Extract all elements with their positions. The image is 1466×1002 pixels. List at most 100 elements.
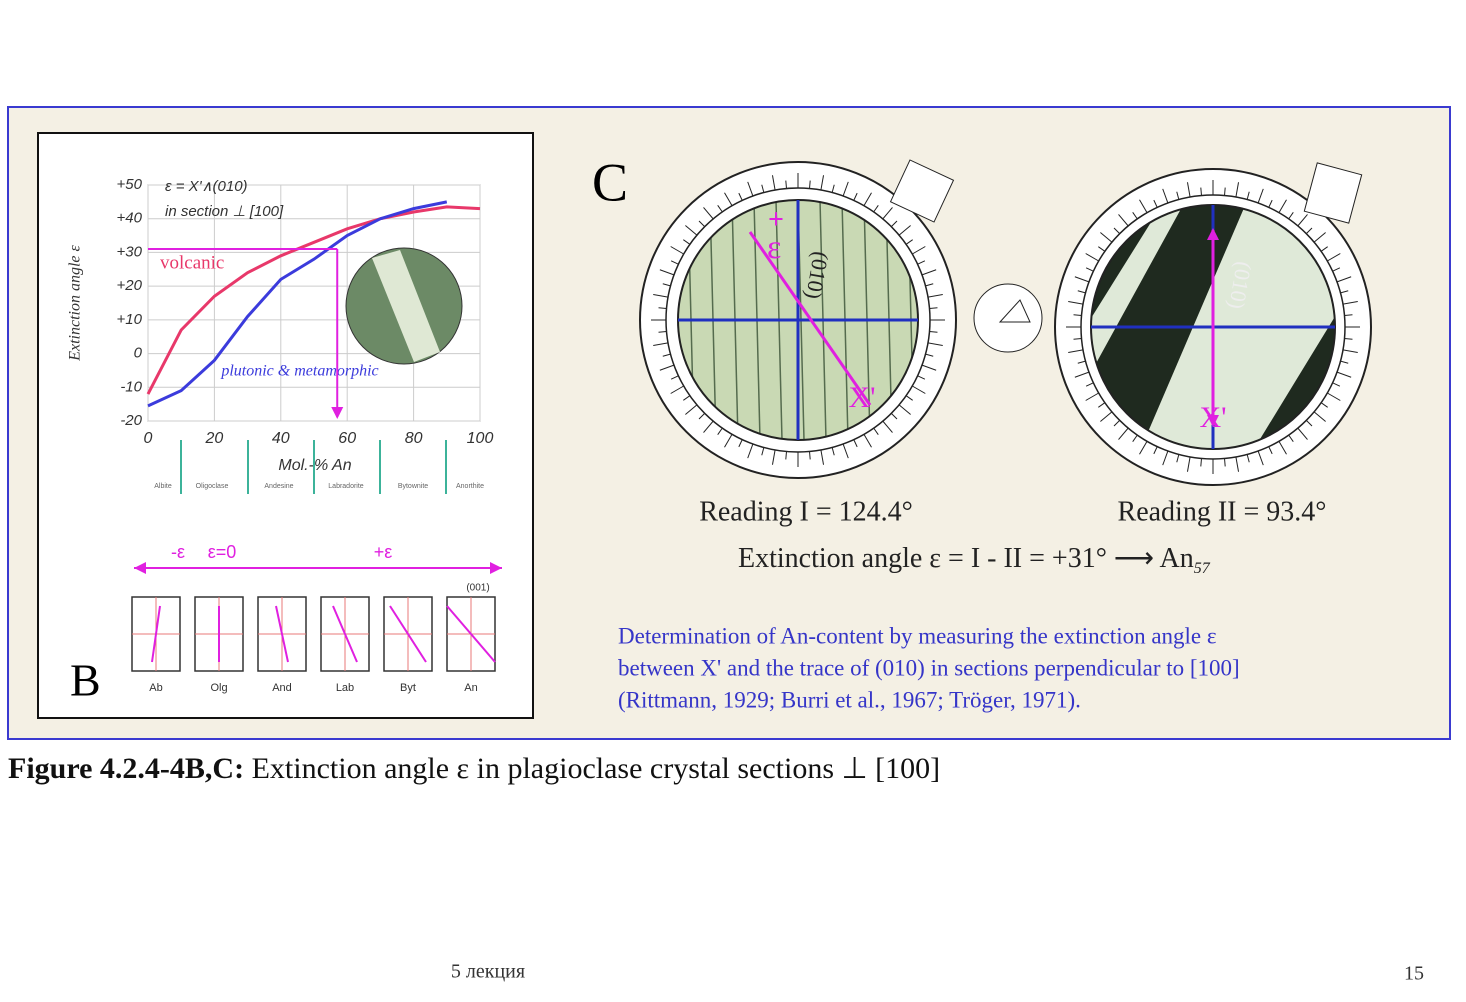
- y-tick-label: +30: [117, 243, 143, 260]
- dial-tick: [1336, 371, 1352, 378]
- dial-tick: [658, 307, 667, 309]
- dial-label: X': [1199, 401, 1226, 434]
- dial-tick: [698, 220, 706, 228]
- dial-tick: [1073, 314, 1082, 316]
- panel-label: B: [70, 655, 101, 706]
- dial-tick: [1085, 267, 1094, 272]
- dial-tick: [1288, 212, 1294, 220]
- series-line: [146, 205, 481, 395]
- x-tick-label: 40: [272, 430, 290, 447]
- x-tick-label: 0: [144, 430, 153, 447]
- dial-tick: [1313, 232, 1326, 243]
- dial-tick: [921, 364, 937, 371]
- dial-tick: [925, 283, 934, 287]
- dial-tick: [1074, 371, 1090, 378]
- dial-tick: [653, 342, 669, 347]
- dial-tick: [698, 412, 706, 420]
- dial-tick: [685, 404, 698, 415]
- dial-tick: [761, 447, 765, 456]
- dial-tick: [771, 449, 776, 465]
- vernier: [1303, 162, 1363, 224]
- dial-tick: [1278, 441, 1287, 455]
- dial-tick: [1305, 227, 1313, 235]
- mineral-name: Oligoclase: [196, 483, 229, 490]
- crystal-label: Lab: [336, 682, 354, 694]
- dial-tick: [927, 293, 943, 298]
- dial-tick: [882, 207, 893, 220]
- dial-tick: [929, 307, 938, 309]
- dial-tick: [1118, 427, 1129, 440]
- dial-tick: [820, 449, 825, 465]
- dial-tick: [1268, 446, 1273, 455]
- dial-tick: [1132, 434, 1138, 442]
- dial-tick: [1200, 187, 1202, 196]
- dial-tick: [890, 412, 898, 420]
- caption-label: Figure 4.2.4-4B,C:: [8, 752, 244, 785]
- dial-tick: [1235, 456, 1240, 472]
- crystal-label: An: [464, 682, 477, 694]
- panel-label: C: [592, 152, 628, 212]
- dial-tick: [1100, 232, 1113, 243]
- dial-tick: [1235, 182, 1240, 198]
- y-tick-label: +20: [117, 277, 143, 294]
- note-line: (Rittmann, 1929; Burri et al., 1967; Trö…: [618, 687, 1081, 712]
- x-tick-label: 100: [467, 430, 494, 447]
- dial-tick: [1073, 338, 1082, 340]
- dial-tick: [1074, 276, 1090, 283]
- dial-tick: [1224, 458, 1226, 467]
- dial-tick: [659, 269, 675, 276]
- result-subscript: 57: [1194, 560, 1211, 577]
- dial-tick: [927, 342, 943, 347]
- caption-text: Extinction angle ε in plagioclase crysta…: [244, 752, 940, 785]
- dial-tick: [905, 395, 913, 401]
- footer-left: 5 лекция: [451, 961, 525, 983]
- dial-label: X': [848, 381, 875, 414]
- result: Extinction angle ε = I - II = +31° ⟶ An5…: [738, 543, 1211, 576]
- x-direction: [389, 605, 427, 663]
- dial-tick: [831, 184, 835, 193]
- dial-tick: [1139, 441, 1148, 455]
- dial-tick: [747, 181, 754, 197]
- dial-tick: [683, 395, 691, 401]
- decoration: -ε ε=0 +ε(001)Ab Olg And Lab Byt An+ε(010)X'(01…: [131, 159, 1372, 694]
- dial-tick: [1344, 338, 1353, 340]
- dial-tick: [863, 192, 872, 206]
- x-direction: [332, 605, 358, 663]
- dial-tick: [724, 192, 733, 206]
- dial-tick: [1153, 199, 1158, 208]
- dial-tick: [1176, 191, 1180, 200]
- y-tick-label: +50: [117, 176, 143, 193]
- dial-tick: [1224, 187, 1226, 196]
- sign-label: ε=0: [208, 542, 237, 562]
- note-line: between X' and the trace of (010) in sec…: [618, 655, 1240, 680]
- vernier: [889, 159, 955, 223]
- mineral-name: Labradorite: [328, 483, 364, 490]
- mineral-name: Albite: [154, 483, 172, 490]
- dial-tick: [1320, 246, 1328, 252]
- dial-tick: [917, 375, 926, 380]
- dial-tick: [863, 434, 872, 448]
- series-line: [147, 200, 448, 408]
- y-axis-label: Extinction angle ε: [67, 245, 84, 362]
- dial-tick: [882, 420, 893, 433]
- dial-tick: [670, 260, 679, 265]
- dial-tick: [1340, 360, 1349, 364]
- dial-tick: [747, 443, 754, 459]
- dial-tick: [1077, 360, 1086, 364]
- dial-tick: [685, 225, 698, 236]
- dial-tick: [842, 181, 849, 197]
- dial-tick: [1113, 419, 1121, 427]
- dial-tick: [912, 246, 926, 255]
- dial-tick: [724, 434, 733, 448]
- dial-tick: [873, 427, 879, 435]
- dial-tick: [1162, 450, 1169, 466]
- dial-tick: [662, 353, 671, 357]
- reading: Reading II = 93.4°: [1118, 496, 1327, 527]
- inset-stripe: [372, 250, 440, 362]
- dial-tick: [761, 184, 765, 193]
- dial-tick: [785, 180, 787, 189]
- dial-tick: [898, 404, 911, 415]
- dial-tick: [1246, 191, 1250, 200]
- page-number: 15: [1404, 963, 1424, 985]
